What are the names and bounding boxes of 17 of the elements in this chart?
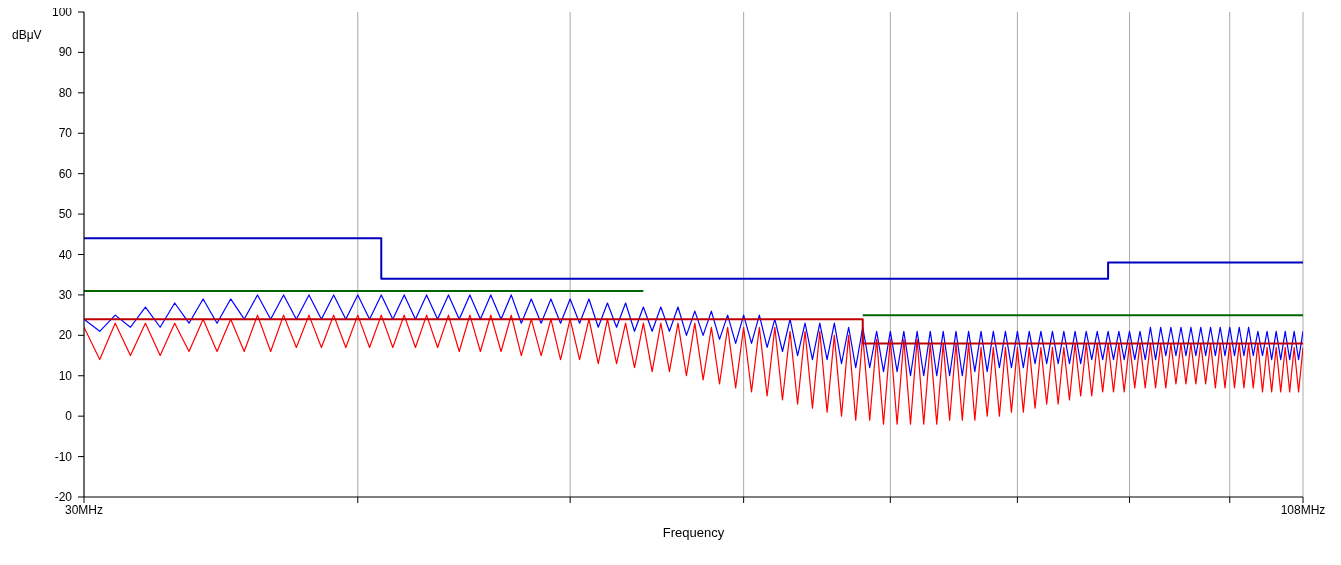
- x-axis-title: Frequency: [662, 525, 725, 540]
- y-tick-label: 40: [58, 247, 73, 262]
- y-axis-title: dBμV: [12, 28, 42, 42]
- x-tick-label: 30MHz: [64, 502, 104, 517]
- y-tick-label: 20: [58, 328, 73, 343]
- y-tick-label: -10: [54, 449, 73, 464]
- y-tick-label: 100: [51, 5, 73, 19]
- y-tick-label: 70: [58, 126, 73, 141]
- y-tick-label: -20: [54, 490, 73, 504]
- y-tick-label: 30: [58, 287, 73, 302]
- x-tick-label: 108MHz: [1280, 502, 1326, 517]
- y-tick-label: 90: [58, 45, 73, 60]
- y-tick-label: 10: [58, 368, 73, 383]
- y-tick-label: 80: [58, 85, 73, 100]
- y-tick-label: 0: [65, 409, 73, 424]
- y-tick-label: 50: [58, 207, 73, 222]
- y-tick-label: 60: [58, 166, 73, 181]
